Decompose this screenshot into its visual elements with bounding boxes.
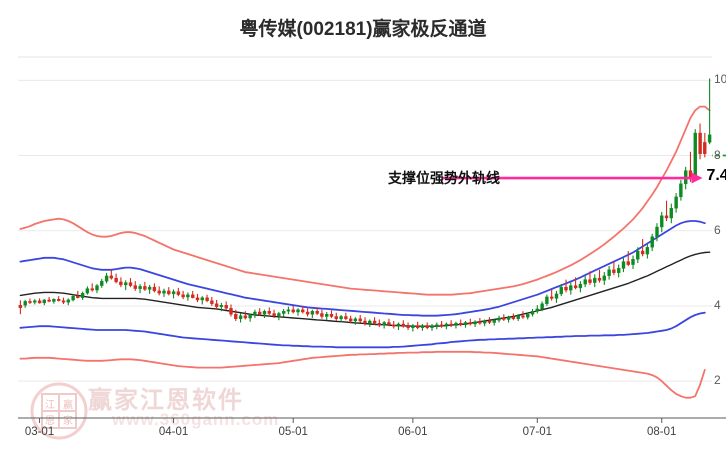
x-axis-tick-label: 04-01 — [158, 426, 189, 438]
watermark-url: www.360gann.com — [112, 410, 280, 429]
support-line-annotation: 支撑位强势外轨线 — [388, 170, 500, 187]
watermark-brand: 赢家江恩软件 — [88, 387, 244, 414]
candlestick-series — [18, 78, 712, 332]
page-title: 粤传媒(002181)赢家极反通道 — [239, 19, 487, 40]
current-price-label: 7.4014 — [706, 167, 726, 185]
x-axis-tick-label: 06-01 — [398, 426, 428, 438]
y-axis-tick-label: 4 — [714, 297, 721, 312]
svg-text:家: 家 — [63, 414, 73, 427]
band-upper_inner_band — [19, 220, 706, 317]
annotation-arrow-head — [691, 172, 703, 184]
y-axis-tick-label: 6 — [714, 222, 721, 237]
x-axis-tick-label: 05-01 — [278, 426, 308, 438]
watermark-stamp-icon: 江 赢 恩 家 — [30, 382, 88, 440]
svg-text:江: 江 — [45, 399, 55, 411]
y-axis-tick-label: 10 — [714, 72, 726, 87]
band-upper_outer_band — [19, 105, 711, 296]
x-axis-tick-label: 07-01 — [522, 426, 552, 438]
svg-text:赢: 赢 — [63, 398, 73, 411]
y-axis-tick-label: 2 — [714, 373, 721, 388]
band-lower_outer_band — [19, 350, 706, 399]
band-lower_inner_band — [19, 311, 706, 349]
x-axis-tick-label: 03-01 — [24, 426, 55, 438]
svg-text:恩: 恩 — [45, 415, 55, 427]
x-axis-tick-label: 08-01 — [647, 426, 677, 438]
y-axis-tick-label: 8 — [714, 147, 721, 162]
